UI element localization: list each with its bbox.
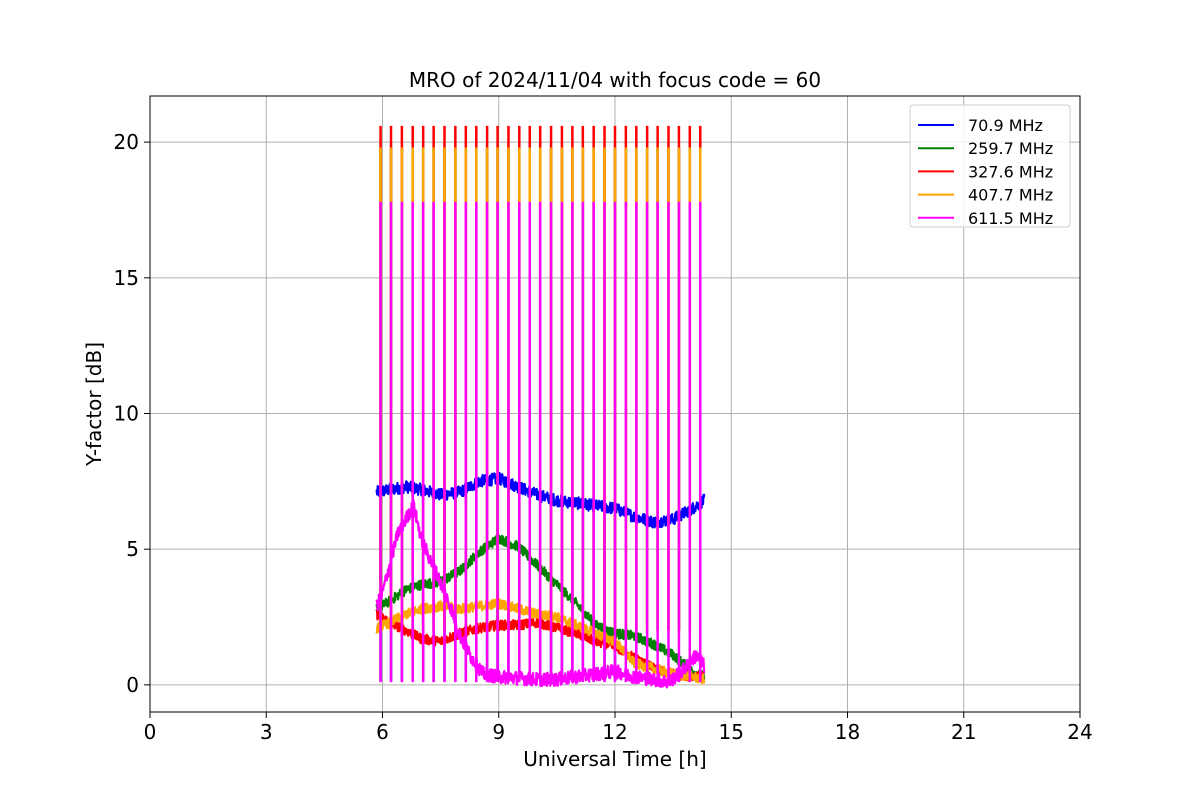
y-tick-label: 10	[114, 401, 139, 425]
x-tick-label: 18	[835, 720, 860, 744]
x-tick-label: 0	[144, 720, 157, 744]
x-tick-label: 3	[260, 720, 273, 744]
x-tick-label: 9	[492, 720, 505, 744]
legend-box	[909, 104, 1071, 228]
series-4	[375, 201, 706, 689]
y-axis-label: Y-factor [dB]	[82, 342, 106, 467]
legend-entry: 407.7 MHz	[968, 186, 1053, 205]
x-tick-label: 15	[719, 720, 744, 744]
y-tick-label: 0	[126, 673, 139, 697]
x-tick-label: 21	[951, 720, 976, 744]
series-area	[375, 125, 706, 689]
legend-entry: 70.9 MHz	[968, 116, 1043, 135]
legend-entry: 611.5 MHz	[968, 209, 1053, 228]
series-line	[375, 499, 706, 689]
legend-entry: 327.6 MHz	[968, 162, 1053, 181]
y-tick-label: 15	[114, 266, 139, 290]
x-tick-label: 6	[376, 720, 389, 744]
x-tick-label: 12	[602, 720, 627, 744]
y-tick-label: 5	[126, 537, 139, 561]
chart-title: MRO of 2024/11/04 with focus code = 60	[409, 68, 821, 92]
x-axis-label: Universal Time [h]	[523, 747, 706, 771]
y-tick-label: 20	[114, 130, 139, 154]
legend-entry: 259.7 MHz	[968, 139, 1053, 158]
axis-ticks: 0 3 6 9 12 15 18 21 24 0 5 10 15 20	[114, 130, 1093, 744]
legend: 70.9 MHz 259.7 MHz 327.6 MHz 407.7 MHz 611.5…	[909, 104, 1071, 228]
x-tick-label: 24	[1067, 720, 1092, 744]
